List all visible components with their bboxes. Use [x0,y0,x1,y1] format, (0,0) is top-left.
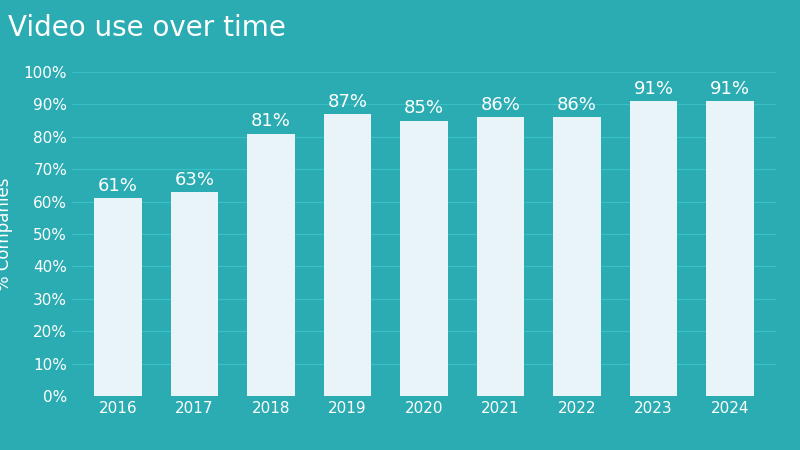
Text: 63%: 63% [174,171,214,189]
Bar [170,192,218,396]
Text: 91%: 91% [634,80,674,98]
Bar [630,101,678,396]
Text: 81%: 81% [251,112,291,130]
Bar [554,117,601,396]
Bar [400,121,448,396]
Bar [247,134,294,396]
Text: 86%: 86% [481,96,521,114]
Text: 91%: 91% [710,80,750,98]
Bar [706,101,754,396]
Text: 87%: 87% [327,93,367,111]
Bar [477,117,524,396]
Bar [94,198,142,396]
Text: 86%: 86% [557,96,597,114]
Text: 61%: 61% [98,177,138,195]
Text: 85%: 85% [404,99,444,117]
Text: Video use over time: Video use over time [8,14,286,41]
Y-axis label: % Companies: % Companies [0,177,13,291]
Bar [324,114,371,396]
